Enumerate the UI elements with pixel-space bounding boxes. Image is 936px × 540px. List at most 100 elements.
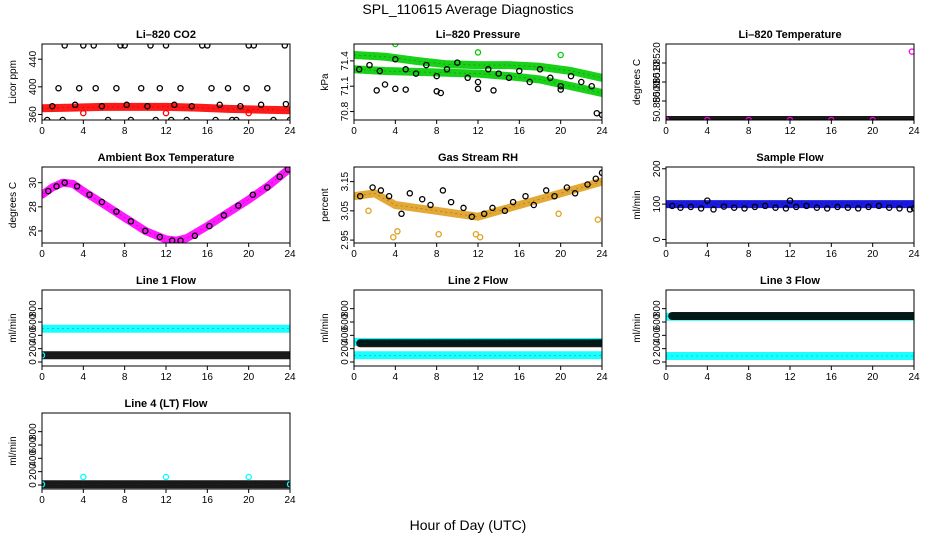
x-tick-label: 8 [746, 249, 752, 260]
x-tick-label: 24 [284, 495, 296, 506]
data-point [144, 102, 151, 110]
panel-title: Line 4 (LT) Flow [125, 398, 208, 410]
data-point [536, 66, 544, 73]
x-tick-label: 24 [908, 249, 920, 260]
data-point [224, 84, 232, 92]
data-point [249, 191, 257, 198]
data-point [355, 66, 363, 73]
x-tick-label: 4 [705, 249, 711, 260]
y-tick-label: 440 [28, 50, 39, 67]
data-point [480, 210, 488, 218]
data-point [423, 61, 430, 69]
y-tick-label: 0 [340, 359, 351, 365]
data-point [813, 204, 821, 211]
x-tick-label: 24 [284, 126, 296, 137]
y-tick-label: 0 [28, 482, 39, 488]
data-point [177, 84, 184, 92]
x-tick-label: 12 [160, 249, 172, 260]
data-point [468, 213, 476, 220]
data-point [216, 101, 223, 109]
y-tick-label: 50.88500 [652, 80, 663, 122]
data-point [44, 187, 52, 195]
x-tick-label: 20 [867, 126, 879, 137]
data-point [710, 206, 717, 213]
data-point [369, 184, 376, 191]
data-point [356, 192, 364, 200]
data-point [557, 86, 564, 93]
x-tick-label: 12 [160, 495, 172, 506]
data-point [75, 84, 83, 92]
x-tick-label: 0 [39, 372, 45, 383]
x-tick-label: 8 [746, 126, 752, 137]
data-point [59, 116, 66, 120]
plot-area [354, 169, 602, 241]
panel-title: Li–820 Pressure [436, 29, 520, 41]
x-tick-label: 8 [746, 372, 752, 383]
data-point [844, 204, 852, 211]
data-point [385, 192, 393, 200]
data-point [264, 84, 271, 92]
x-tick-label: 0 [351, 249, 357, 260]
y-tick-label: 2.95 [340, 230, 351, 250]
data-point [80, 109, 87, 117]
data-point [204, 44, 211, 49]
data-point [594, 216, 602, 223]
data-point [741, 205, 748, 212]
data-point [86, 191, 93, 198]
y-axis-label: Licor ppm [8, 60, 19, 104]
data-point [454, 59, 461, 66]
x-tick-label: 4 [81, 495, 87, 506]
data-point [677, 204, 684, 211]
data-point [460, 204, 467, 212]
data-point [147, 44, 154, 49]
data-point [49, 102, 56, 110]
y-axis-label: degrees C [632, 59, 643, 105]
data-point [177, 237, 184, 243]
data-point [276, 173, 283, 180]
data-point [598, 169, 602, 177]
data-point [245, 473, 252, 481]
x-tick-label: 24 [596, 372, 608, 383]
series-band-texture-0 [42, 167, 290, 241]
data-point [505, 74, 513, 82]
plot-frame [41, 166, 291, 244]
y-tick-label: 0 [28, 359, 39, 365]
data-point [427, 201, 434, 209]
y-tick-label: 400 [28, 327, 39, 344]
series-band-texture-0 [354, 54, 602, 79]
data-point [828, 116, 835, 120]
data-point [61, 44, 68, 49]
data-point [745, 116, 752, 120]
x-tick-label: 8 [122, 249, 128, 260]
y-tick-label: 0 [652, 236, 663, 242]
data-point [156, 84, 164, 92]
data-point [751, 203, 759, 211]
plot-frame [665, 43, 915, 121]
plot-frame [41, 412, 291, 490]
series-band-0 [354, 51, 602, 82]
data-point [61, 179, 68, 186]
data-point [588, 82, 595, 90]
data-point [270, 116, 277, 120]
data-point [526, 78, 533, 86]
y-tick-label: 30 [28, 177, 39, 189]
x-tick-label: 8 [434, 126, 440, 137]
panel-3: Ambient Box Temperature 0 4 8 12 16 20 24 26 28 30… [8, 152, 296, 260]
data-point [104, 116, 112, 120]
data-point [439, 187, 447, 194]
x-tick-label: 16 [202, 372, 214, 383]
y-axis-label: kPa [320, 73, 331, 91]
panel-0: Li–820 CO2 0 4 8 12 16 20 24 360 400 440 Licor ppm [8, 29, 296, 137]
y-axis-label: ml/min [320, 313, 331, 342]
series-band-0 [354, 177, 602, 221]
y-tick-label: 800 [28, 300, 39, 317]
y-tick-label: 26 [28, 225, 39, 237]
data-point [392, 55, 399, 63]
series-band-0 [42, 167, 290, 243]
x-tick-label: 16 [202, 249, 214, 260]
y-tick-label: 71.4 [340, 51, 351, 71]
plot-area [42, 167, 290, 243]
